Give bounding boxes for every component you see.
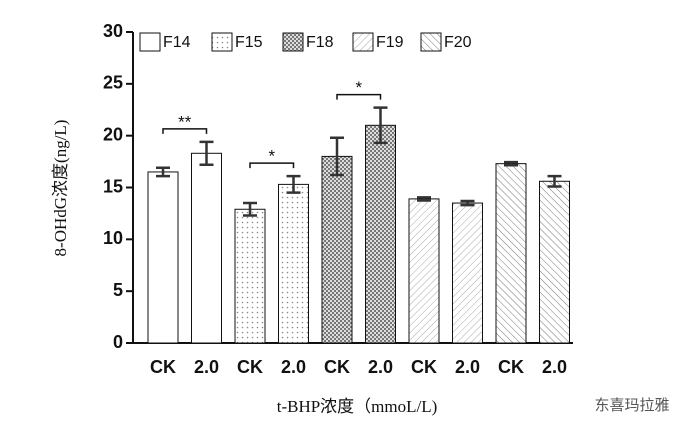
error-bar [373,106,388,145]
bar [495,163,527,344]
error-bar [547,174,562,188]
bar [452,202,483,344]
y-tick-label: 25 [103,73,123,93]
y-tick-label: 15 [103,176,123,196]
x-tick-label: 2.0 [281,357,306,377]
error-bar [460,199,475,207]
bar [408,198,440,344]
bar [539,180,570,344]
error-bar [286,174,301,194]
legend-swatch [211,32,233,52]
significance-bracket [336,93,382,100]
x-tick-label: 2.0 [455,357,480,377]
y-axis-title: 8-OHdG浓度(ng/L) [51,120,70,257]
legend-swatch [139,32,161,52]
x-tick-label: CK [324,357,350,377]
legend-label: F19 [376,34,404,51]
x-tick-label: CK [237,357,263,377]
x-axis-title: t-BHP浓度（mmoL/L) [277,397,438,416]
x-tick-label: CK [498,357,524,377]
x-tick-label: CK [411,357,437,377]
watermark: 东喜玛拉雅 [594,397,669,414]
x-tick-label: CK [150,357,176,377]
significance-bracket [249,162,295,169]
bar [234,208,266,344]
legend-label: F15 [235,34,263,51]
error-bar [156,166,170,178]
x-tick-label: 2.0 [194,357,219,377]
bar [365,124,396,344]
error-bar [199,140,214,166]
error-bar [330,136,344,177]
error-bar [417,196,431,202]
significance-label: ** [178,112,192,131]
x-tick-label: 2.0 [368,357,393,377]
bar [278,183,309,344]
y-tick-label: 5 [113,280,123,300]
error-bar [504,160,518,167]
x-tick-label: 2.0 [542,357,567,377]
significance-label: * [355,78,362,97]
error-bar [243,201,257,217]
significance-bracket [162,128,208,134]
legend-label: F14 [163,34,191,51]
legend-swatch [282,32,304,52]
legend-swatch [352,32,374,52]
bar [147,171,179,344]
bar [191,152,222,344]
legend-label: F18 [306,34,334,51]
bar [321,155,353,344]
significance-label: * [268,147,275,166]
legend-swatch [420,32,442,52]
y-tick-label: 20 [103,124,123,144]
y-tick-label: 0 [113,332,123,352]
y-tick-label: 30 [103,21,123,41]
legend-label: F20 [444,34,472,51]
y-tick-label: 10 [103,228,123,248]
